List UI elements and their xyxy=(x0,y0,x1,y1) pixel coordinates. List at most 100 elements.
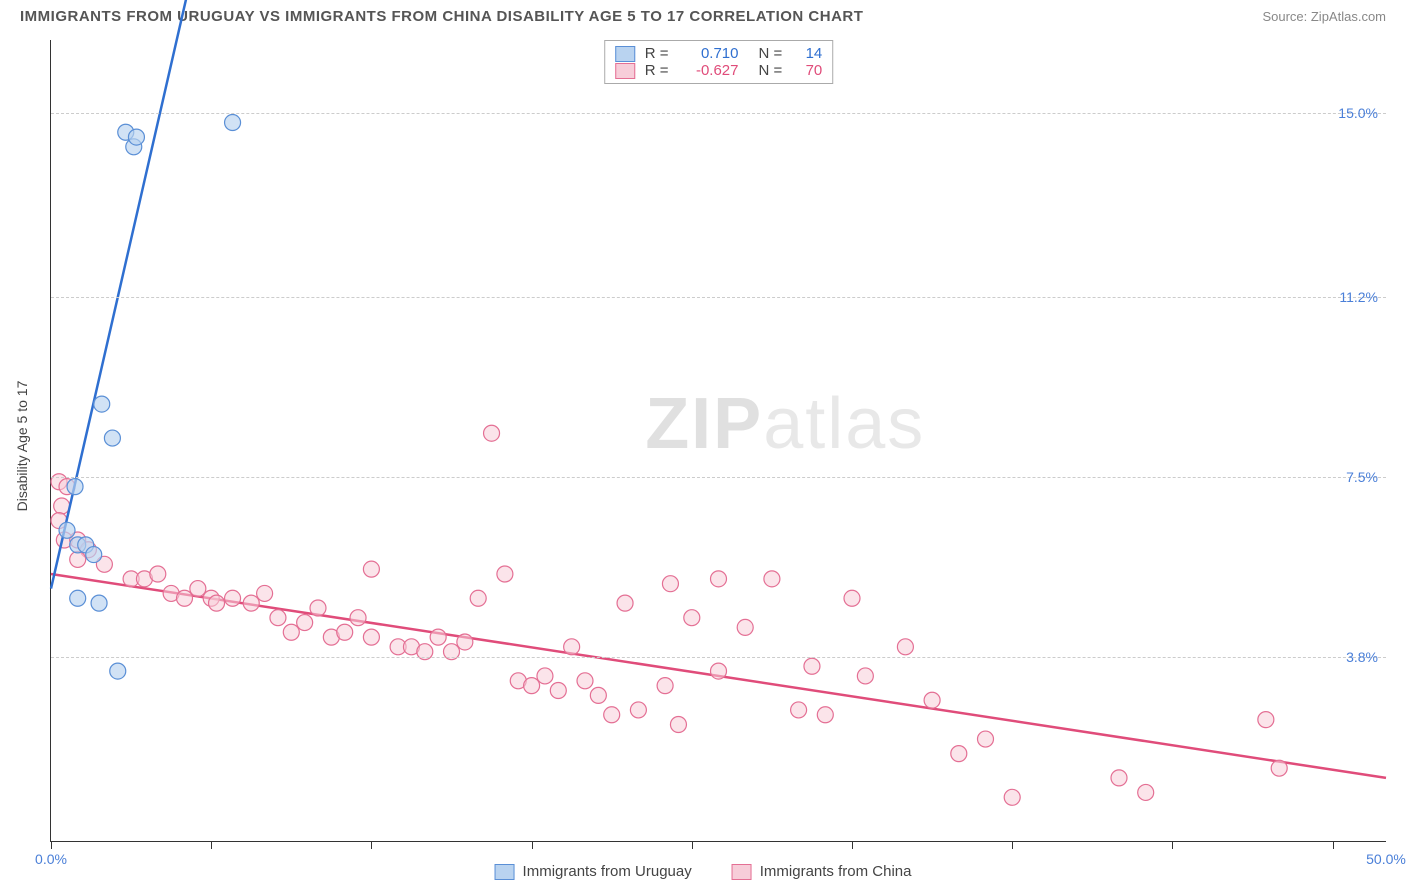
data-point xyxy=(978,731,994,747)
data-point xyxy=(857,668,873,684)
data-point xyxy=(630,702,646,718)
chart-source: Source: ZipAtlas.com xyxy=(1262,9,1386,24)
data-point xyxy=(470,590,486,606)
data-point xyxy=(104,430,120,446)
data-point xyxy=(70,590,86,606)
n-label: N = xyxy=(759,45,783,62)
data-point xyxy=(257,585,273,601)
stats-row-uruguay: R = 0.710 N = 14 xyxy=(615,45,823,62)
data-point xyxy=(617,595,633,611)
data-point xyxy=(737,619,753,635)
plot-svg xyxy=(51,40,1386,841)
swatch-uruguay-icon xyxy=(495,864,515,880)
y-tick-label: 11.2% xyxy=(1339,289,1378,305)
data-point xyxy=(711,571,727,587)
data-point xyxy=(225,590,241,606)
chart-title: IMMIGRANTS FROM URUGUAY VS IMMIGRANTS FR… xyxy=(20,8,863,25)
data-point xyxy=(350,610,366,626)
data-point xyxy=(243,595,259,611)
legend-item-uruguay: Immigrants from Uruguay xyxy=(495,863,692,880)
data-point xyxy=(662,576,678,592)
data-point xyxy=(1138,784,1154,800)
stats-legend: R = 0.710 N = 14 R = -0.627 N = 70 xyxy=(604,40,834,84)
swatch-uruguay xyxy=(615,46,635,62)
data-point xyxy=(128,129,144,145)
data-point xyxy=(484,425,500,441)
data-point xyxy=(657,678,673,694)
data-point xyxy=(59,522,75,538)
data-point xyxy=(1004,789,1020,805)
r-label: R = xyxy=(645,62,669,79)
chart-header: IMMIGRANTS FROM URUGUAY VS IMMIGRANTS FR… xyxy=(0,0,1406,29)
data-point xyxy=(297,615,313,631)
data-point xyxy=(457,634,473,650)
data-point xyxy=(711,663,727,679)
data-point xyxy=(670,716,686,732)
gridline xyxy=(51,297,1386,298)
data-point xyxy=(225,115,241,131)
data-point xyxy=(604,707,620,723)
data-point xyxy=(924,692,940,708)
data-point xyxy=(550,683,566,699)
x-tick xyxy=(1333,841,1334,849)
gridline xyxy=(51,113,1386,114)
bottom-legend: Immigrants from Uruguay Immigrants from … xyxy=(495,863,912,880)
gridline xyxy=(51,477,1386,478)
data-point xyxy=(951,746,967,762)
x-tick xyxy=(51,841,52,849)
data-point xyxy=(564,639,580,655)
r-label: R = xyxy=(645,45,669,62)
gridline xyxy=(51,657,1386,658)
x-tick xyxy=(532,841,533,849)
data-point xyxy=(150,566,166,582)
legend-label-uruguay: Immigrants from Uruguay xyxy=(523,863,692,880)
n-value-china: 70 xyxy=(792,62,822,79)
data-point xyxy=(684,610,700,626)
n-value-uruguay: 14 xyxy=(792,45,822,62)
data-point xyxy=(310,600,326,616)
x-tick xyxy=(211,841,212,849)
data-point xyxy=(577,673,593,689)
data-point xyxy=(791,702,807,718)
data-point xyxy=(430,629,446,645)
legend-item-china: Immigrants from China xyxy=(732,863,912,880)
n-label: N = xyxy=(759,62,783,79)
trend-line xyxy=(51,0,238,589)
plot-area: ZIPatlas R = 0.710 N = 14 R = -0.627 N =… xyxy=(50,40,1386,842)
data-point xyxy=(1271,760,1287,776)
data-point xyxy=(190,581,206,597)
data-point xyxy=(363,629,379,645)
r-value-china: -0.627 xyxy=(679,62,739,79)
y-axis-label: Disability Age 5 to 17 xyxy=(14,381,30,512)
data-point xyxy=(209,595,225,611)
data-point xyxy=(524,678,540,694)
data-point xyxy=(537,668,553,684)
y-tick-label: 15.0% xyxy=(1338,105,1378,121)
data-point xyxy=(590,687,606,703)
data-point xyxy=(337,624,353,640)
data-point xyxy=(91,595,107,611)
data-point xyxy=(497,566,513,582)
legend-label-china: Immigrants from China xyxy=(760,863,912,880)
data-point xyxy=(110,663,126,679)
data-point xyxy=(844,590,860,606)
data-point xyxy=(270,610,286,626)
y-tick-label: 3.8% xyxy=(1346,649,1378,665)
swatch-china-icon xyxy=(732,864,752,880)
data-point xyxy=(86,547,102,563)
data-point xyxy=(70,551,86,567)
x-tick xyxy=(692,841,693,849)
data-point xyxy=(363,561,379,577)
data-point xyxy=(1258,712,1274,728)
r-value-uruguay: 0.710 xyxy=(679,45,739,62)
data-point xyxy=(897,639,913,655)
data-point xyxy=(67,479,83,495)
x-tick-label: 50.0% xyxy=(1366,851,1406,867)
data-point xyxy=(817,707,833,723)
data-point xyxy=(764,571,780,587)
data-point xyxy=(1111,770,1127,786)
stats-row-china: R = -0.627 N = 70 xyxy=(615,62,823,79)
x-tick xyxy=(371,841,372,849)
data-point xyxy=(283,624,299,640)
x-tick-label: 0.0% xyxy=(35,851,67,867)
